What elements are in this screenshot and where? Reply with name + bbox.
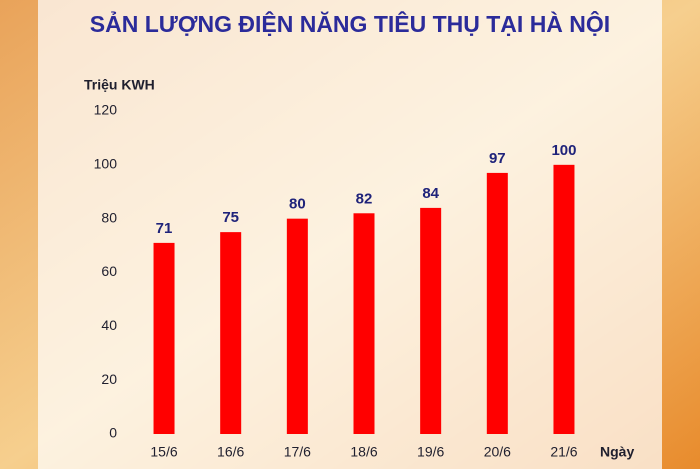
value-label: 100 [551, 142, 576, 159]
y-tick-label: 80 [101, 209, 117, 225]
x-tick-label: 16/6 [217, 444, 244, 460]
y-tick-label: 20 [101, 371, 117, 387]
x-tick-label: 19/6 [417, 444, 444, 460]
y-tick-label: 0 [109, 425, 117, 441]
x-tick-label: 15/6 [150, 444, 177, 460]
x-tick-label: 21/6 [550, 444, 577, 460]
y-axis-label: Triệu KWH [84, 77, 155, 93]
value-label: 71 [156, 220, 173, 237]
x-axis-label: Ngày [600, 444, 634, 460]
bar [553, 164, 575, 435]
y-tick-label: 100 [94, 156, 118, 172]
chart-title: SẢN LƯỢNG ĐIỆN NĂNG TIÊU THỤ TẠI HÀ NỘI [90, 9, 610, 37]
value-label: 84 [422, 185, 439, 202]
bar [420, 207, 442, 434]
bar [153, 242, 175, 434]
value-label: 97 [489, 150, 506, 167]
x-tick-label: 17/6 [284, 444, 311, 460]
value-label: 82 [356, 190, 373, 207]
y-tick-label: 120 [94, 102, 118, 118]
value-label: 75 [222, 209, 239, 226]
bar [486, 172, 508, 435]
x-tick-label: 20/6 [484, 444, 511, 460]
bar [286, 218, 308, 434]
y-tick-label: 60 [101, 263, 117, 279]
x-tick-label: 18/6 [350, 444, 377, 460]
bar [220, 232, 242, 434]
bar [353, 213, 375, 434]
value-label: 80 [289, 196, 306, 213]
y-tick-label: 40 [101, 317, 117, 333]
